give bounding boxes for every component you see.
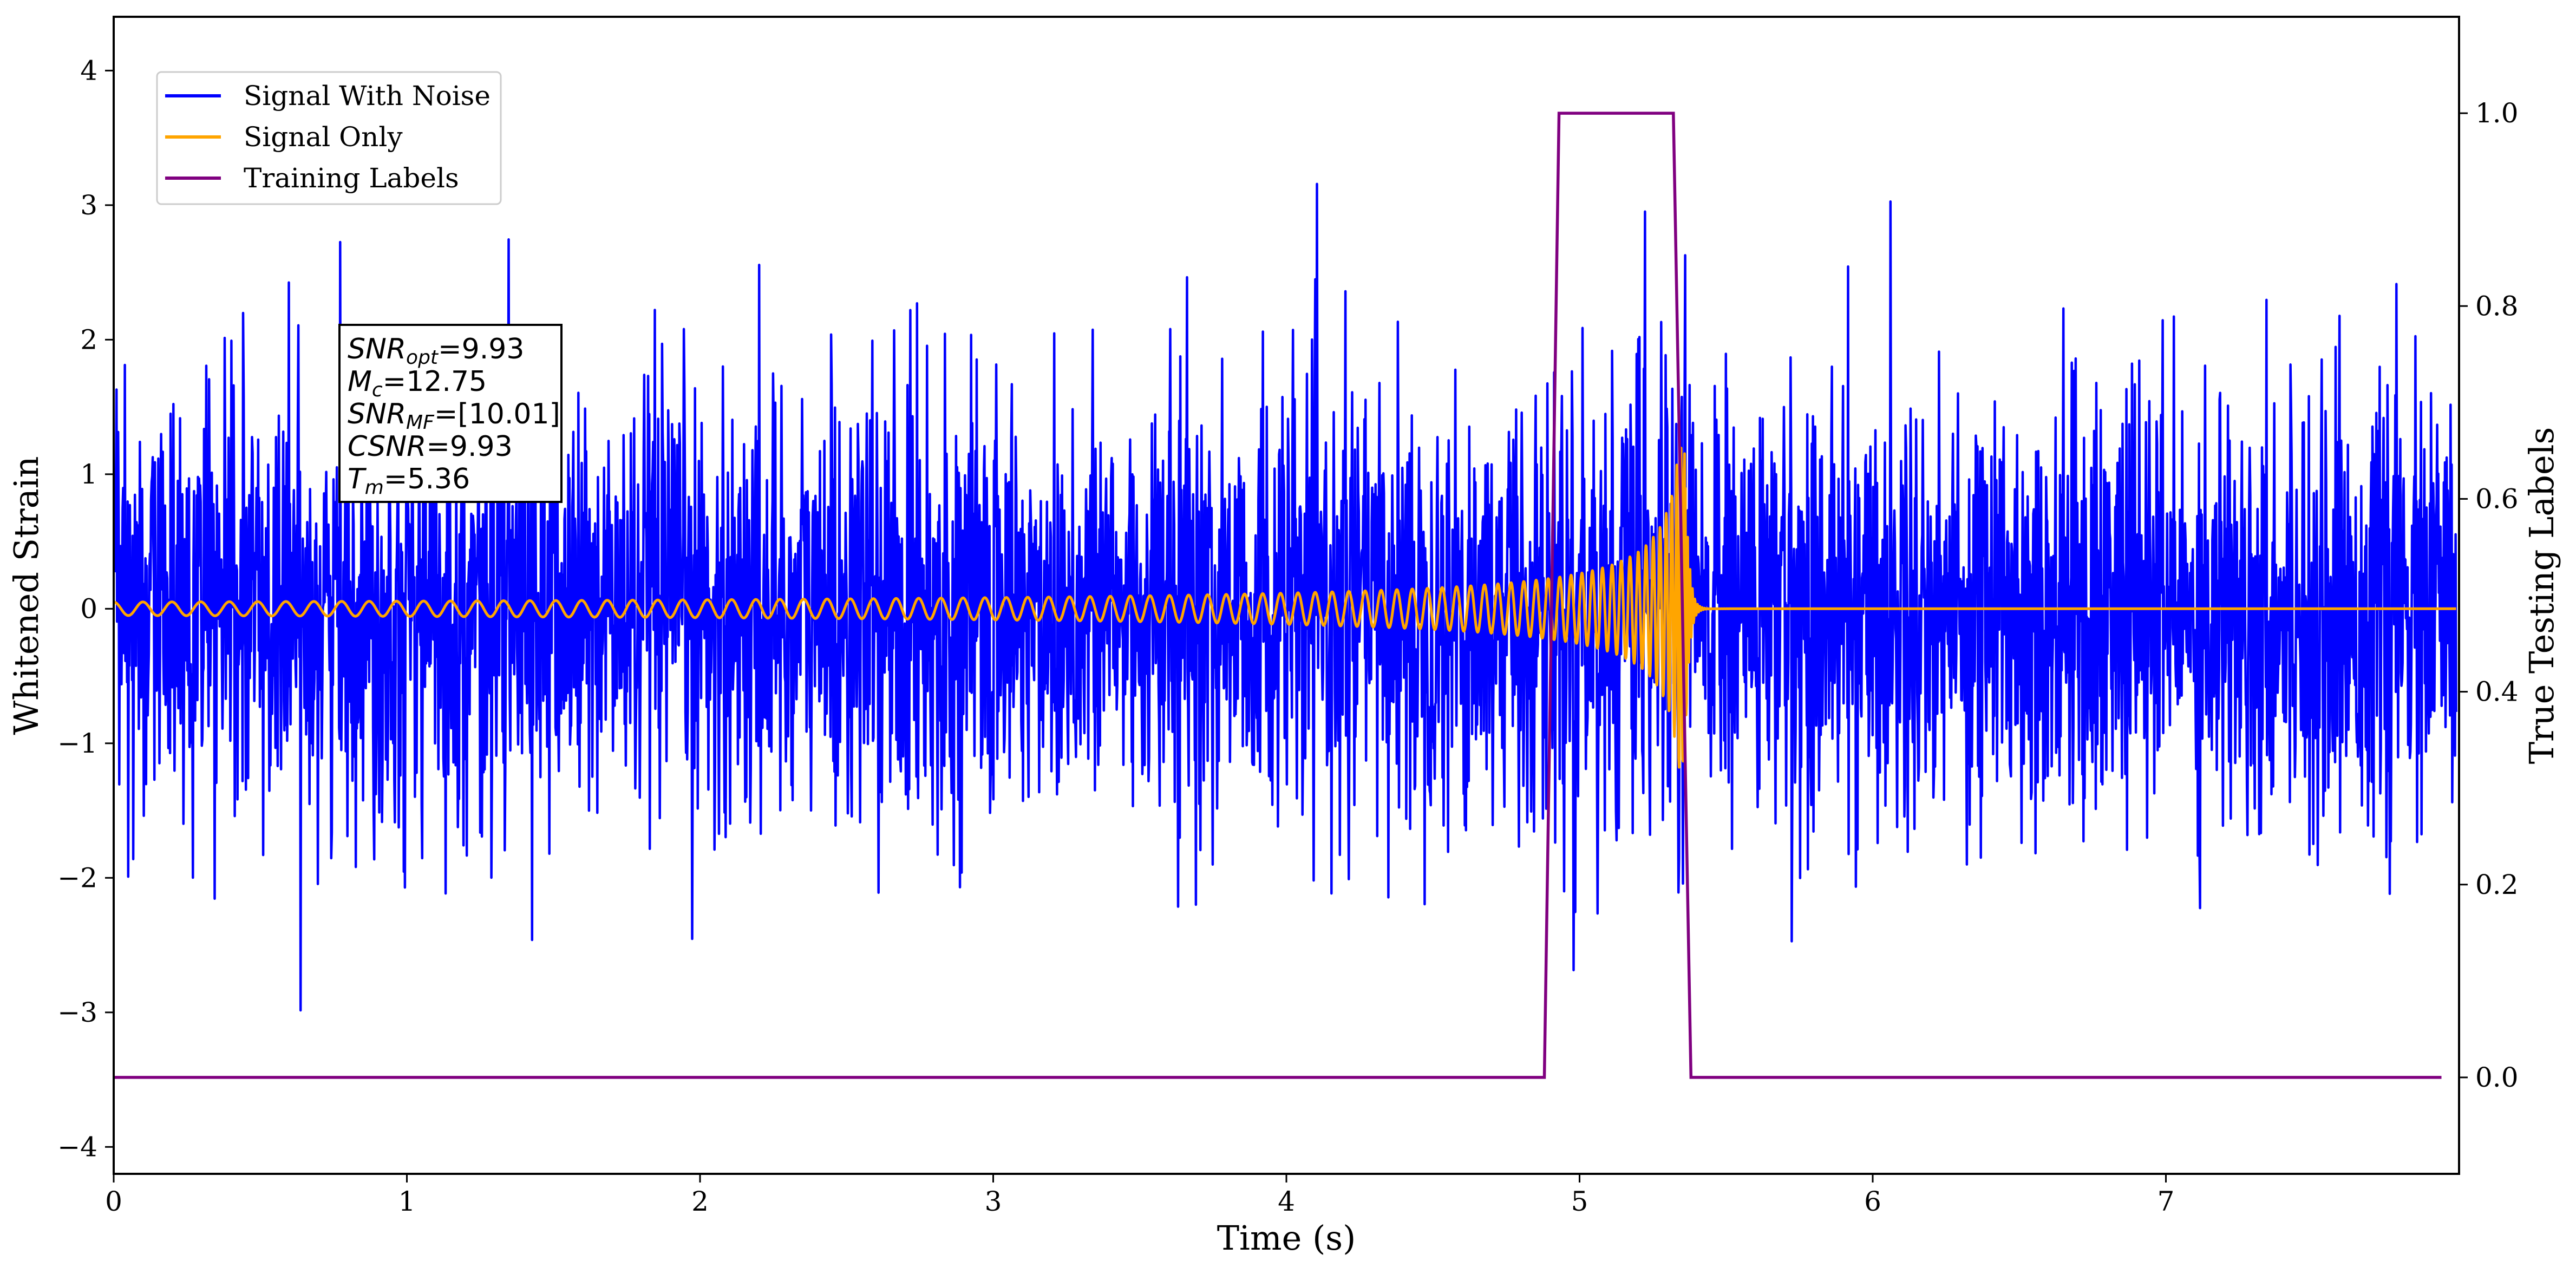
x-tick-label: 6	[1864, 1186, 1881, 1217]
legend-label: Signal Only	[244, 121, 403, 153]
x-tick-label: 4	[1278, 1186, 1295, 1217]
x-tick-label: 0	[105, 1186, 122, 1217]
annotation-line: Tm=5.36	[348, 463, 470, 499]
x-axis-title: Time (s)	[1217, 1218, 1356, 1258]
legend-label: Signal With Noise	[244, 80, 491, 112]
legend: Signal With Noise Signal Only Training Lab…	[156, 71, 502, 205]
series-signal-only	[114, 446, 2457, 769]
annotation-box: SNRopt=9.93Mc=12.75SNRMF=[10.01]CSNR=9.9…	[338, 324, 563, 503]
y-tick-label: 3	[80, 190, 97, 221]
legend-label: Training Labels	[244, 162, 459, 194]
y2-tick-label: 0.8	[2475, 290, 2519, 322]
y-tick-label: 0	[80, 593, 97, 624]
x-tick-label: 3	[985, 1186, 1002, 1217]
y2-axis-title: True Testing Labels	[2522, 427, 2561, 765]
y-tick-label: −3	[57, 997, 97, 1028]
y2-tick-label: 0.0	[2475, 1062, 2519, 1093]
y2-tick-label: 1.0	[2475, 97, 2519, 129]
annotation-line: SNRopt=9.93	[348, 333, 524, 369]
y-tick-label: 1	[80, 459, 97, 490]
x-tick-label: 2	[691, 1186, 709, 1217]
x-tick-label: 5	[1571, 1186, 1588, 1217]
legend-frame	[156, 71, 502, 205]
series-signal-with-noise	[114, 182, 2457, 1012]
y-axis-title: Whitened Strain	[6, 456, 46, 735]
x-tick-label: 1	[398, 1186, 416, 1217]
annotation-line: SNRMF=[10.01]	[348, 398, 560, 434]
y-tick-label: −1	[57, 728, 97, 759]
y-tick-label: −2	[57, 862, 97, 893]
y2-tick-label: 0.4	[2475, 676, 2519, 708]
series-training-labels	[114, 112, 2442, 1079]
y-tick-label: −4	[57, 1131, 97, 1162]
annotation-line: CSNR=9.93	[348, 430, 513, 463]
y2-tick-label: 0.6	[2475, 483, 2519, 514]
y-tick-label: 4	[80, 55, 97, 86]
y-tick-label: 2	[80, 324, 97, 355]
plot-area	[114, 112, 2457, 1079]
axes: 0 1 2 3 4 5 6 7 −4 −3 −2 −1 0 1 2 3 4 0.0 0.2 0.4 0.6 0.8 1.0	[57, 55, 2518, 1217]
x-tick-label: 7	[2157, 1186, 2175, 1217]
y2-tick-label: 0.2	[2475, 869, 2519, 900]
annotation-line: Mc=12.75	[348, 365, 487, 401]
annotation-frame	[338, 324, 563, 503]
